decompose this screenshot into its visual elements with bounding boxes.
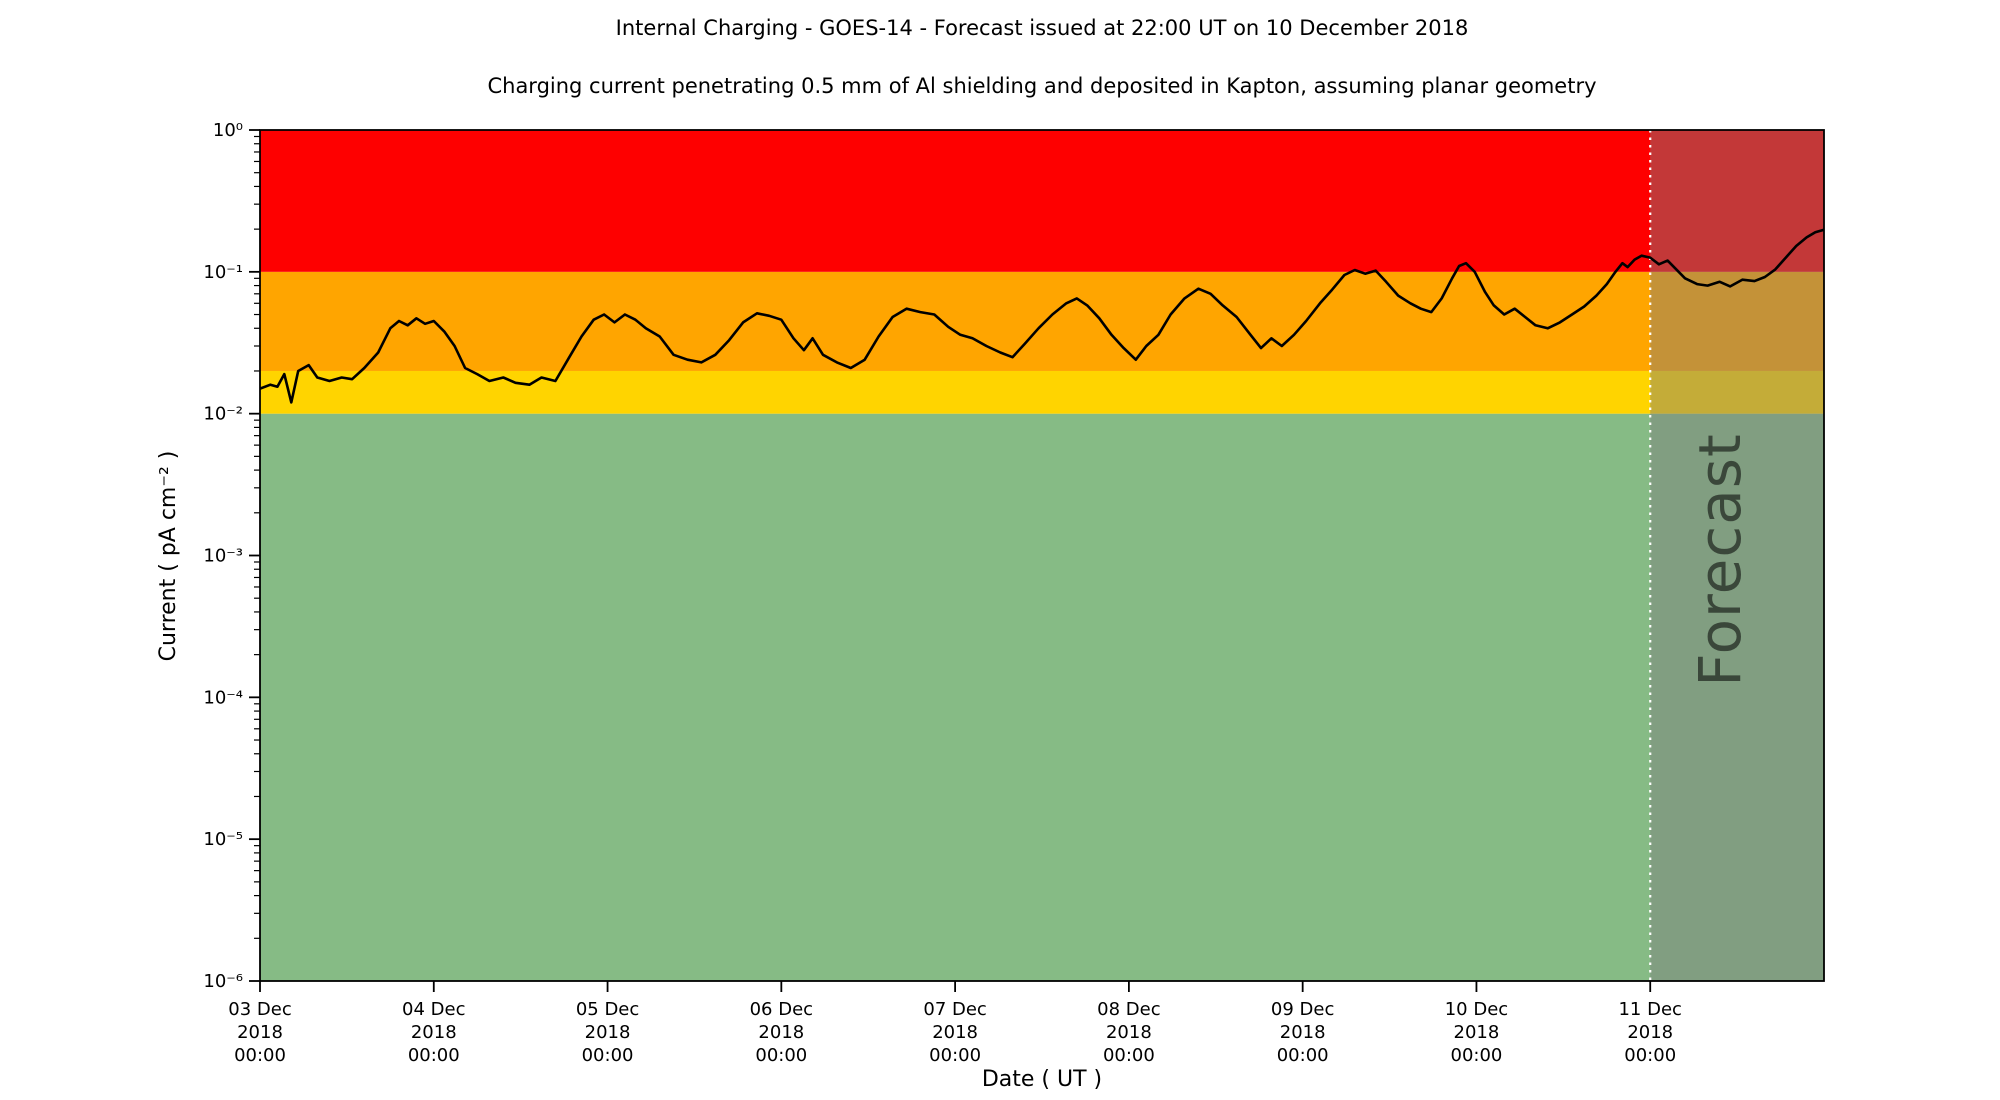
plot-border [259,129,1825,982]
x-tick-label: 08 Dec [1097,999,1160,1020]
y-tick-label: 10⁻⁴ [203,687,243,708]
y-tick-label: 10⁻¹ [203,262,243,283]
x-axis-label: Date ( UT ) [982,1067,1102,1092]
y-tick-label: 10⁻⁵ [203,829,243,850]
x-tick-label: 2018 [411,1022,457,1043]
x-tick-label: 00:00 [234,1045,286,1066]
threshold-band-green-quiet [260,413,1824,982]
y-tick-label: 10⁻² [203,404,243,425]
y-tick-label: 10⁻⁶ [203,971,243,992]
y-tick-label: 10⁻³ [203,546,243,567]
x-tick-label: 2018 [1280,1022,1326,1043]
forecast-watermark: Forecast [1686,433,1754,686]
x-tick-label: 04 Dec [402,999,465,1020]
x-tick-label: 07 Dec [923,999,986,1020]
x-tick-label: 2018 [237,1022,283,1043]
threshold-band-red-severe [260,130,1824,272]
x-tick-label: 09 Dec [1271,999,1334,1020]
x-tick-label: 11 Dec [1618,999,1681,1020]
x-tick-label: 2018 [1454,1022,1500,1043]
x-tick-label: 00:00 [755,1045,807,1066]
x-tick-label: 2018 [1106,1022,1152,1043]
x-tick-label: 00:00 [1451,1045,1503,1066]
chart-subtitle: Charging current penetrating 0.5 mm of A… [487,74,1597,98]
x-tick-label: 2018 [932,1022,978,1043]
x-tick-label: 03 Dec [228,999,291,1020]
x-tick-label: 10 Dec [1445,999,1508,1020]
y-tick-label: 10⁰ [213,120,243,141]
x-tick-label: 00:00 [582,1045,634,1066]
x-tick-label: 00:00 [929,1045,981,1066]
threshold-band-orange-high [260,271,1824,371]
x-tick-label: 00:00 [408,1045,460,1066]
x-tick-label: 2018 [1627,1022,1673,1043]
chart-title: Internal Charging - GOES-14 - Forecast i… [615,16,1469,40]
y-axis-label: Current ( pA cm⁻² ) [156,451,181,662]
x-tick-label: 05 Dec [576,999,639,1020]
x-tick-label: 00:00 [1277,1045,1329,1066]
x-tick-label: 00:00 [1103,1045,1155,1066]
x-tick-label: 2018 [585,1022,631,1043]
x-tick-label: 06 Dec [750,999,813,1020]
x-tick-label: 2018 [758,1022,804,1043]
threshold-band-yellow-elevated [260,370,1824,414]
charging-current-line [260,228,1824,404]
x-tick-label: 00:00 [1624,1045,1676,1066]
